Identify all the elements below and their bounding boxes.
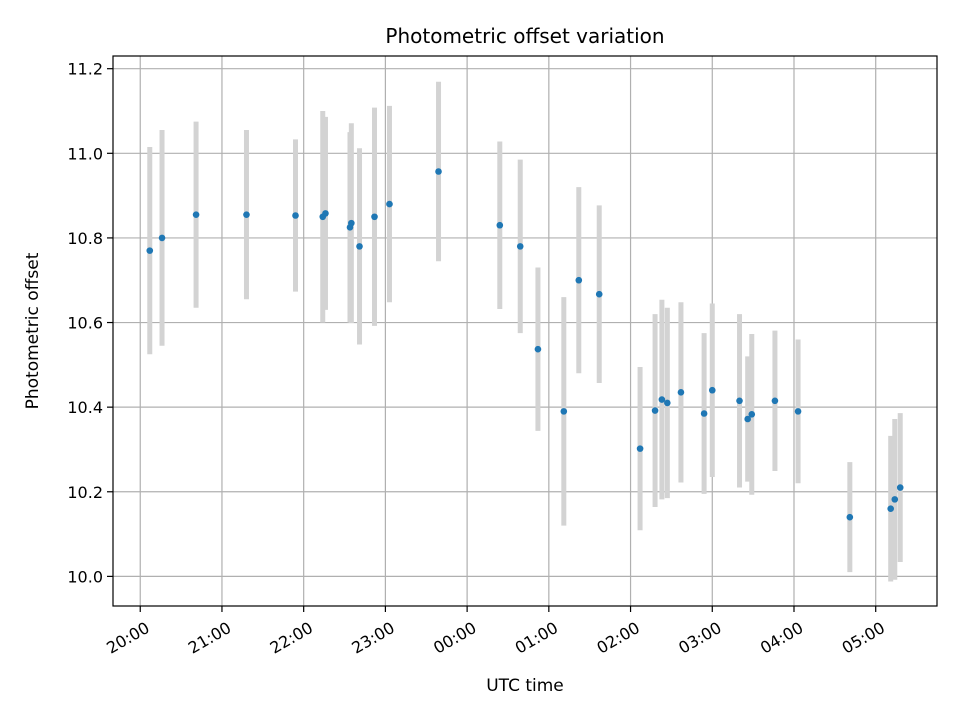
- data-points: [146, 168, 904, 521]
- data-point: [158, 234, 166, 242]
- data-point: [575, 276, 583, 284]
- data-point: [371, 213, 378, 221]
- data-point: [896, 484, 904, 491]
- data-point: [356, 243, 363, 250]
- data-point: [146, 247, 154, 254]
- data-point: [534, 345, 542, 353]
- chart-title: Photometric offset variation: [385, 24, 664, 48]
- data-point: [794, 408, 802, 415]
- y-tick-label: 11.2: [67, 60, 103, 79]
- data-point: [677, 389, 685, 396]
- data-point: [748, 411, 756, 418]
- x-axis-label: UTC time: [486, 676, 564, 696]
- data-point: [664, 399, 671, 407]
- data-point: [891, 496, 899, 503]
- data-point: [516, 243, 524, 250]
- data-point: [435, 168, 442, 175]
- y-tick-label: 10.6: [67, 314, 103, 333]
- data-point: [651, 407, 659, 414]
- data-point: [636, 445, 644, 452]
- plot-frame: [112, 55, 938, 607]
- y-tick-label: 10.8: [67, 229, 103, 248]
- data-point: [887, 505, 894, 512]
- data-point: [348, 219, 355, 227]
- data-point: [771, 397, 779, 405]
- y-tick-label: 11.0: [67, 144, 103, 163]
- grid: [113, 56, 937, 606]
- data-point: [595, 290, 603, 298]
- data-point: [560, 408, 568, 415]
- y-tick-label: 10.2: [67, 483, 103, 502]
- y-axis-label: Photometric offset: [23, 252, 43, 409]
- data-point: [708, 386, 716, 394]
- data-point: [846, 513, 854, 521]
- data-point: [736, 397, 743, 405]
- plot-area: [113, 56, 937, 606]
- data-point: [700, 410, 708, 417]
- data-point: [744, 415, 751, 423]
- data-point: [658, 396, 666, 403]
- data-point: [243, 211, 250, 218]
- y-tick-label: 10.0: [67, 567, 103, 586]
- data-point: [192, 211, 200, 218]
- data-point: [386, 200, 393, 208]
- data-point: [496, 221, 504, 229]
- y-tick-label: 10.4: [67, 398, 103, 417]
- data-point: [292, 212, 299, 219]
- data-point: [322, 210, 329, 217]
